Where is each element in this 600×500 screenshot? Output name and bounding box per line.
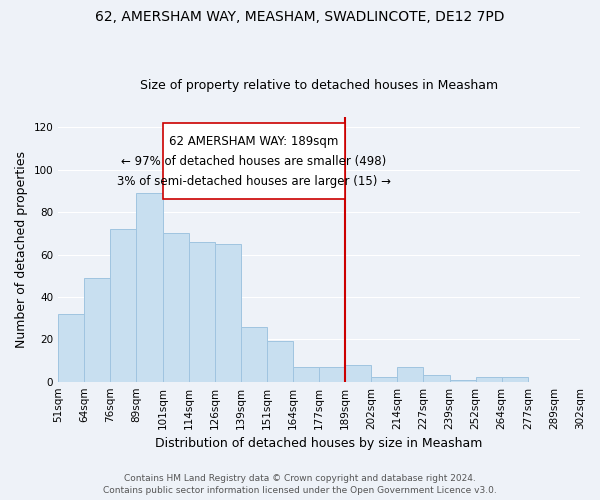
Bar [371, 378, 397, 382]
Bar [136, 193, 163, 382]
Bar [319, 367, 345, 382]
Bar [110, 229, 136, 382]
Bar [476, 378, 502, 382]
Bar [241, 326, 267, 382]
Text: 62, AMERSHAM WAY, MEASHAM, SWADLINCOTE, DE12 7PD: 62, AMERSHAM WAY, MEASHAM, SWADLINCOTE, … [95, 10, 505, 24]
Bar [215, 244, 241, 382]
Text: 62 AMERSHAM WAY: 189sqm
← 97% of detached houses are smaller (498)
3% of semi-de: 62 AMERSHAM WAY: 189sqm ← 97% of detache… [117, 135, 391, 188]
Bar [449, 380, 476, 382]
Bar [163, 234, 188, 382]
Title: Size of property relative to detached houses in Measham: Size of property relative to detached ho… [140, 79, 498, 92]
Bar [293, 367, 319, 382]
Text: Contains HM Land Registry data © Crown copyright and database right 2024.
Contai: Contains HM Land Registry data © Crown c… [103, 474, 497, 495]
Bar [267, 342, 293, 382]
Bar [345, 364, 371, 382]
Bar [84, 278, 110, 382]
Bar [58, 314, 84, 382]
Y-axis label: Number of detached properties: Number of detached properties [15, 150, 28, 348]
X-axis label: Distribution of detached houses by size in Measham: Distribution of detached houses by size … [155, 437, 483, 450]
FancyBboxPatch shape [163, 123, 345, 200]
Bar [397, 367, 424, 382]
Bar [424, 376, 449, 382]
Bar [502, 378, 528, 382]
Bar [188, 242, 215, 382]
